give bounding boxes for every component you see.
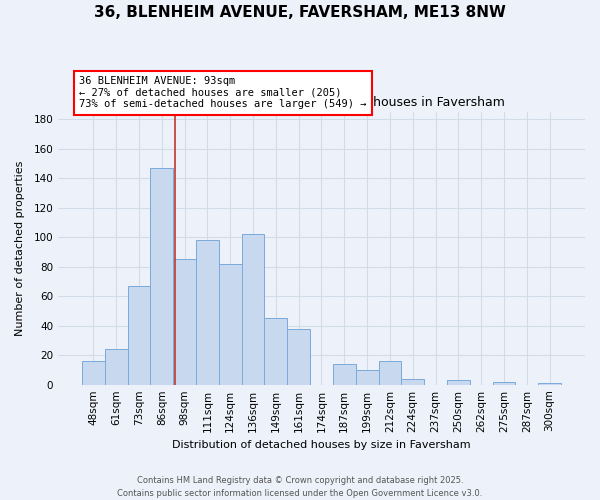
Bar: [105, 350, 128, 384]
Bar: [379, 361, 401, 384]
Bar: [356, 370, 379, 384]
X-axis label: Distribution of detached houses by size in Faversham: Distribution of detached houses by size …: [172, 440, 471, 450]
Bar: [196, 240, 219, 384]
Bar: [447, 380, 470, 384]
Y-axis label: Number of detached properties: Number of detached properties: [15, 160, 25, 336]
Bar: [493, 382, 515, 384]
Text: 36 BLENHEIM AVENUE: 93sqm
← 27% of detached houses are smaller (205)
73% of semi: 36 BLENHEIM AVENUE: 93sqm ← 27% of detac…: [79, 76, 367, 110]
Bar: [219, 264, 242, 384]
Bar: [242, 234, 265, 384]
Text: 36, BLENHEIM AVENUE, FAVERSHAM, ME13 8NW: 36, BLENHEIM AVENUE, FAVERSHAM, ME13 8NW: [94, 5, 506, 20]
Bar: [265, 318, 287, 384]
Bar: [287, 328, 310, 384]
Bar: [173, 260, 196, 384]
Bar: [151, 168, 173, 384]
Bar: [333, 364, 356, 384]
Bar: [128, 286, 151, 384]
Bar: [82, 361, 105, 384]
Bar: [538, 383, 561, 384]
Bar: [401, 379, 424, 384]
Text: Contains HM Land Registry data © Crown copyright and database right 2025.
Contai: Contains HM Land Registry data © Crown c…: [118, 476, 482, 498]
Title: Size of property relative to detached houses in Faversham: Size of property relative to detached ho…: [139, 96, 505, 110]
